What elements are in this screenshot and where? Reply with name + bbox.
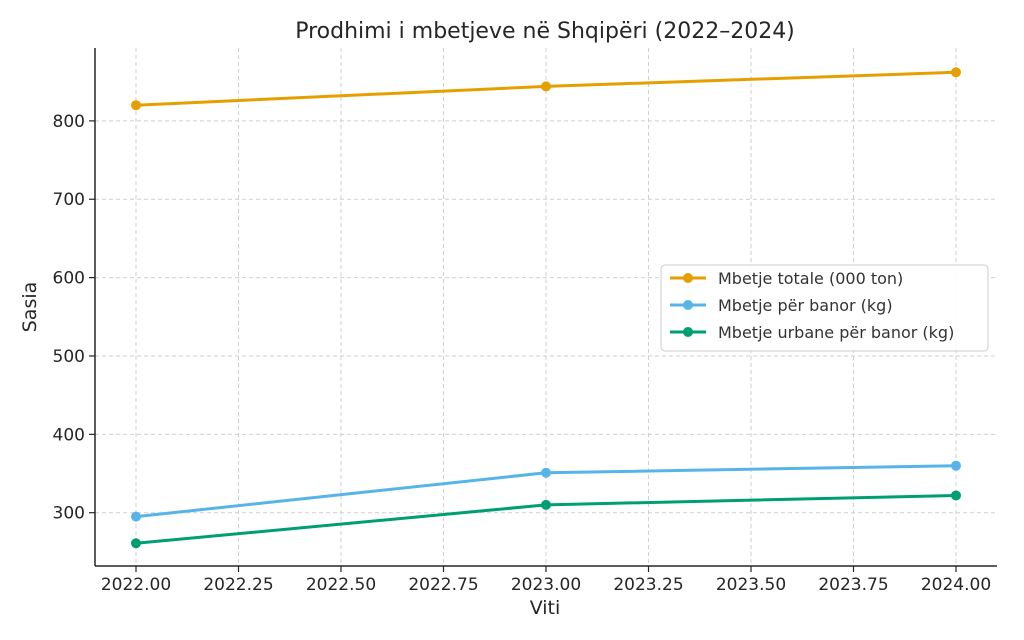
x-axis-title: Viti [530, 597, 561, 619]
legend-item: Mbetje totale (000 ton) [670, 269, 903, 288]
x-tick-label: 2024.00 [921, 575, 991, 595]
x-tick-label: 2022.00 [101, 575, 171, 595]
data-point [541, 499, 551, 510]
x-tick-label: 2023.75 [818, 575, 888, 595]
data-point [131, 100, 141, 111]
x-tick-label: 2023.25 [613, 575, 683, 595]
x-tick-label: 2022.50 [306, 575, 376, 595]
series-2 [131, 460, 961, 522]
x-tick-label: 2023.50 [716, 575, 786, 595]
data-point [951, 67, 961, 78]
legend-box [660, 264, 989, 352]
x-tick-label: 2022.75 [408, 575, 478, 595]
legend-label: Mbetje për banor (kg) [718, 296, 893, 315]
series-1 [131, 67, 961, 111]
series-3 [131, 490, 961, 549]
x-tick-label: 2023.00 [511, 575, 581, 595]
legend-label: Mbetje urbane për banor (kg) [718, 323, 954, 342]
y-tick-label: 800 [53, 112, 85, 132]
x-ticks: 2022.00 2022.25 2022.50 2022.75 2023.00 2023.… [101, 566, 991, 595]
legend-item: Mbetje urbane për banor (kg) [670, 323, 954, 342]
legend-marker [683, 300, 693, 310]
y-tick-label: 600 [53, 269, 85, 289]
y-tick-label: 700 [53, 190, 85, 210]
chart-title: Prodhimi i mbetjeve në Shqipëri (2022–20… [295, 19, 795, 44]
y-tick-label: 300 [53, 504, 85, 524]
data-point [951, 490, 961, 501]
legend: Mbetje totale (000 ton) Mbetje për banor … [660, 264, 989, 352]
y-tick-label: 400 [53, 425, 85, 445]
legend-item: Mbetje për banor (kg) [670, 296, 893, 315]
data-point [951, 460, 961, 471]
series-layer [131, 67, 961, 549]
legend-marker [683, 327, 693, 337]
y-tick-label: 500 [53, 347, 85, 367]
data-point [541, 81, 551, 92]
data-point [131, 511, 141, 522]
legend-label: Mbetje totale (000 ton) [718, 269, 903, 288]
y-axis-title: Sasia [19, 282, 41, 333]
data-point [541, 467, 551, 478]
legend-marker [683, 273, 693, 283]
y-ticks: 300 400 500 600 700 800 [53, 112, 95, 524]
data-point [131, 538, 141, 549]
x-tick-label: 2022.25 [203, 575, 273, 595]
